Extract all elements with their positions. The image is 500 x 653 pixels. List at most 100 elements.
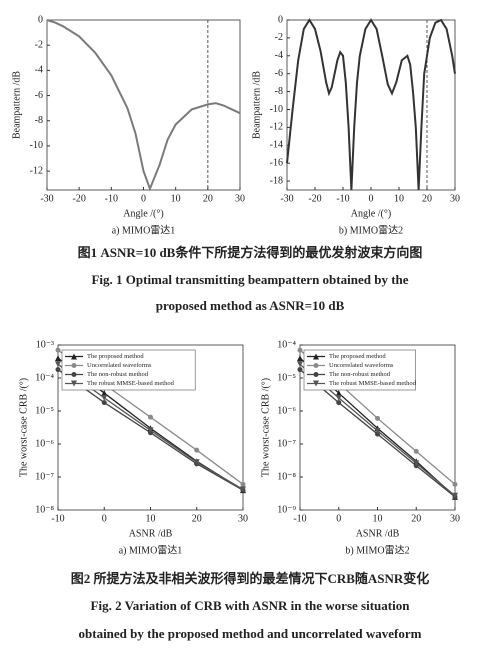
x-axis-label: ASNR /dB — [356, 528, 400, 539]
legend-label: The proposed method — [87, 353, 144, 360]
marker — [240, 481, 246, 487]
y-tick-label: -14 — [270, 140, 283, 151]
data-line — [46, 19, 241, 192]
data-line — [286, 18, 456, 191]
marker — [297, 367, 303, 373]
marker — [101, 394, 108, 401]
plot-frame — [286, 19, 456, 191]
marker — [452, 481, 458, 487]
y-tick-label: -10 — [30, 140, 43, 151]
y-tick-label: -6 — [35, 90, 43, 101]
x-tick-label: 0 — [141, 193, 146, 204]
marker — [55, 367, 61, 373]
x-tick-label: 30 — [235, 193, 245, 204]
y-tick-label: -2 — [35, 39, 43, 50]
y-tick-label: -12 — [30, 165, 43, 176]
y-tick-label: 0 — [278, 14, 283, 25]
legend-label: The robust MMSE-based method — [87, 380, 175, 387]
marker — [335, 394, 342, 401]
y-tick-label: -4 — [35, 65, 43, 76]
legend-label: The proposed method — [329, 353, 386, 360]
marker — [101, 400, 107, 406]
legend-marker — [313, 353, 319, 360]
x-tick-label: 30 — [450, 193, 460, 204]
x-tick-label: 10 — [373, 513, 383, 524]
caption: 图1 ASNR=10 dB条件下所提方法得到的最优发射波束方向图 — [78, 245, 423, 260]
y-tick-label: 10⁻⁹ — [277, 504, 296, 515]
x-axis-label: ASNR /dB — [129, 528, 173, 539]
subtitle: b) MIMO雷达2 — [345, 544, 409, 556]
x-tick-label: -30 — [280, 193, 293, 204]
y-tick-label: -10 — [270, 104, 283, 115]
legend-marker — [71, 353, 77, 360]
caption: Fig. 1 Optimal transmitting beampattern … — [91, 272, 408, 287]
y-tick-label: -8 — [35, 115, 43, 126]
x-tick-label: -10 — [336, 193, 349, 204]
marker — [148, 414, 153, 420]
marker — [240, 486, 246, 493]
marker — [375, 431, 380, 437]
caption: Fig. 2 Variation of CRB with ASNR in the… — [91, 598, 411, 613]
x-tick-label: -10 — [293, 513, 306, 524]
legend-marker — [71, 363, 77, 368]
marker — [101, 390, 108, 397]
marker — [413, 460, 420, 467]
legend-marker — [313, 380, 319, 387]
marker — [193, 459, 200, 466]
y-axis-label: The worst-case CRB /(°) — [18, 378, 29, 477]
plot-frame — [46, 19, 241, 191]
marker — [336, 400, 342, 406]
x-tick-label: 20 — [411, 513, 421, 524]
y-axis-label: Beampattern /dB — [11, 71, 22, 139]
y-tick-label: 10⁻⁵ — [35, 405, 54, 416]
legend-label: Uncorrelated waveforms — [329, 362, 394, 369]
x-tick-label: 20 — [422, 193, 432, 204]
y-tick-label: 10⁻⁸ — [277, 471, 296, 482]
x-tick-label: 10 — [171, 193, 181, 204]
y-tick-label: -18 — [270, 175, 283, 186]
y-tick-label: 10⁻⁴ — [277, 339, 296, 350]
y-tick-label: -6 — [275, 68, 283, 79]
x-axis-label: Angle /(°) — [351, 208, 391, 219]
caption: obtained by the proposed method and unco… — [79, 626, 422, 641]
legend-marker — [71, 380, 77, 387]
legend-box — [61, 349, 196, 391]
y-tick-label: -2 — [275, 32, 283, 43]
legend-label: The non-robust method — [329, 371, 391, 378]
subtitle: a) MIMO雷达1 — [119, 544, 183, 556]
marker — [297, 355, 303, 362]
legend-marker — [313, 363, 319, 368]
y-axis-label: The worst-case CRB /(°) — [260, 378, 271, 477]
x-tick-label: 30 — [238, 513, 248, 524]
x-tick-label: -10 — [51, 513, 64, 524]
y-tick-label: -4 — [275, 50, 283, 61]
legend-label: The non-robust method — [87, 371, 149, 378]
marker — [452, 492, 458, 499]
caption: proposed method as ASNR=10 dB — [156, 298, 345, 313]
marker — [297, 347, 303, 353]
x-tick-label: 0 — [102, 513, 107, 524]
x-axis-label: Angle /(°) — [123, 208, 163, 219]
x-tick-label: 0 — [336, 513, 341, 524]
marker — [374, 427, 381, 434]
y-tick-label: -8 — [275, 86, 283, 97]
marker — [413, 448, 419, 454]
marker — [55, 355, 61, 362]
x-tick-label: 20 — [192, 513, 202, 524]
caption: 图2 所提方法及非相关波形得到的最差情况下CRB随ASNR变化 — [71, 571, 430, 586]
y-tick-label: -16 — [270, 157, 283, 168]
y-tick-label: 10⁻⁶ — [277, 405, 296, 416]
x-tick-label: 20 — [203, 193, 213, 204]
legend-marker — [313, 372, 319, 377]
y-tick-label: -12 — [270, 122, 283, 133]
x-tick-label: -10 — [105, 193, 118, 204]
marker — [55, 347, 61, 353]
legend-label: Uncorrelated waveforms — [87, 362, 152, 369]
marker — [297, 361, 303, 368]
legend-label: The robust MMSE-based method — [329, 380, 417, 387]
marker — [147, 427, 154, 434]
marker — [194, 447, 200, 453]
subtitle: b) MIMO雷达2 — [339, 224, 403, 236]
x-tick-label: 10 — [394, 193, 404, 204]
